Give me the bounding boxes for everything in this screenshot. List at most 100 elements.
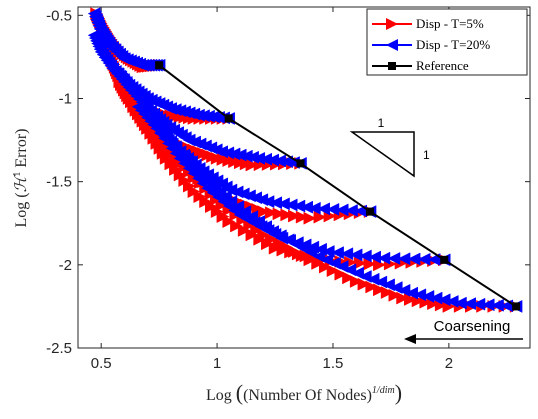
y-tick-label-0: -0.5: [46, 7, 72, 24]
series-t5-marker-4-35: [164, 157, 178, 171]
series-t20-marker-3-10: [276, 197, 290, 211]
coarsening-annotation: Coarsening: [404, 318, 523, 344]
series-t5-marker-4-34: [169, 163, 182, 176]
series-t20-marker-5-7: [445, 295, 459, 308]
series-t20-marker-4-1: [427, 253, 441, 266]
series-t20-marker-5-27: [289, 237, 303, 251]
series-t20-marker-4-8: [358, 249, 372, 263]
legend: Disp - T=5% Disp - T=20% Reference: [366, 8, 528, 76]
series-t20-marker-5-35: [231, 200, 245, 214]
series-t5-marker-4-32: [178, 174, 192, 187]
series-t20-marker-2-5: [259, 152, 273, 166]
series-t20-marker-5-22: [327, 256, 341, 270]
series-t20-marker-0-30: [87, 7, 101, 21]
y-axis-label: Log (ℋ1 Error): [11, 128, 30, 227]
series-t20-marker-5-17: [366, 272, 380, 286]
series-t20-marker-5-21: [335, 260, 349, 273]
coarsening-arrow-head: [404, 334, 416, 344]
series-t5-marker-5-24: [303, 253, 317, 267]
series-t20-marker-2-2: [280, 155, 293, 169]
x-tick-label-2: 1.5: [323, 355, 344, 372]
y-axis-ticks: -0.5 -1 -1.5 -2 -2.5: [46, 7, 530, 357]
series-t5-marker-5-30: [257, 228, 270, 242]
series-t20-marker-5-54: [140, 105, 154, 119]
slope-triangle-shape: [349, 131, 415, 178]
x-axis-label: Log ((Number Of Nodes)1/dim): [206, 380, 402, 405]
y-tick-label-2: -1.5: [46, 174, 72, 191]
legend-label-reference: Reference: [416, 58, 469, 73]
series-t20-marker-5-34: [238, 205, 252, 219]
reference-point-3: [296, 159, 305, 168]
series-t20-marker-4-10: [340, 247, 354, 261]
series-t20-marker-3-8: [292, 199, 306, 213]
legend-label-t20: Disp - T=20%: [416, 37, 490, 52]
series-t20-marker-3-2: [344, 204, 358, 217]
series-t20-marker-4-3: [407, 252, 421, 266]
series-t20-marker-4-11: [331, 246, 344, 260]
series-t20-marker-5-16: [374, 275, 388, 289]
series-t20-marker-3-11: [269, 196, 283, 210]
series-t20-marker-4-2: [417, 252, 431, 266]
series-t20-marker-5-24: [312, 250, 326, 263]
series-t20-marker-3-5: [317, 202, 330, 216]
legend-item-reference: Reference: [372, 58, 469, 73]
y-tick-label-3: -2: [59, 257, 72, 274]
series-t5-marker-4-33: [173, 168, 187, 182]
series-t20-marker-5-18: [358, 270, 372, 283]
series-t20-marker-5-25: [304, 245, 318, 259]
series-t20-marker-5-32: [252, 215, 266, 228]
series-t20-marker-5-14: [389, 281, 403, 294]
series-t20-marker-5-11: [413, 288, 427, 302]
x-tick-label-0: 0.5: [91, 355, 112, 372]
series-t20-marker-4-6: [377, 251, 391, 265]
x-axis-ticks: 0.5 1 1.5 2: [91, 7, 453, 372]
series-t20-marker-5-26: [297, 241, 310, 255]
slope-vertical-label: 1: [423, 148, 430, 162]
series-t20-marker-5-28: [281, 233, 295, 247]
series-layer: [87, 7, 523, 313]
series-t20-marker-5-33: [245, 210, 259, 223]
reference-point-0: [512, 302, 521, 311]
y-tick-label-1: -1: [59, 90, 72, 107]
series-t20-marker-5-12: [405, 286, 419, 300]
series-t5-marker-5-28: [272, 236, 286, 250]
series-t20-marker-5-5: [463, 297, 476, 311]
legend-marker-t5: [386, 18, 398, 30]
series-t20-marker-5-19: [351, 266, 364, 280]
series-t20-marker-5-3: [481, 298, 495, 312]
series-t20-marker-5-30: [266, 225, 279, 238]
series-t20-marker-2-4: [266, 153, 279, 167]
slope-triangle: 1 1: [349, 116, 430, 178]
reference-line: [158, 64, 517, 308]
x-tick-label-3: 2: [445, 355, 453, 372]
series-t20-marker-5-31: [259, 220, 273, 233]
reference-point-1: [440, 255, 449, 264]
legend-item-t20: Disp - T=20%: [372, 37, 490, 52]
series-t20-marker-5-20: [343, 263, 357, 277]
series-reference: [155, 61, 521, 311]
series-t20-marker-1-42: [87, 28, 101, 42]
reference-point-2: [366, 207, 375, 216]
series-t20-marker-5-4: [472, 297, 486, 311]
series-t20-marker-3-42: [131, 100, 145, 114]
y-tick-label-4: -2.5: [46, 340, 72, 357]
series-t20-marker-3-3: [335, 203, 349, 217]
series-t20-marker-5-8: [437, 293, 451, 307]
series-t20-marker-3-4: [326, 202, 340, 216]
series-t5-marker-5-29: [264, 232, 278, 246]
series-t20-marker-4-4: [397, 252, 411, 266]
series-t20-marker-5-15: [382, 278, 395, 292]
slope-horizontal-label: 1: [378, 116, 385, 130]
series-t20-marker-5-29: [273, 229, 287, 243]
series-t20-marker-4-9: [349, 248, 363, 262]
series-t20-marker-4-7: [368, 250, 381, 264]
series-t20-marker-5-23: [320, 253, 334, 267]
legend-label-t5: Disp - T=5%: [416, 16, 484, 31]
coarsening-label: Coarsening: [434, 318, 511, 335]
series-t20-marker-3-6: [307, 201, 321, 215]
series-t20-marker-5-6: [453, 296, 467, 310]
series-t5-marker-4-24: [222, 215, 236, 228]
series-t20-marker-5-2: [490, 298, 504, 312]
series-t5-marker-5-27: [280, 240, 294, 254]
legend-marker-t20: [386, 39, 398, 51]
